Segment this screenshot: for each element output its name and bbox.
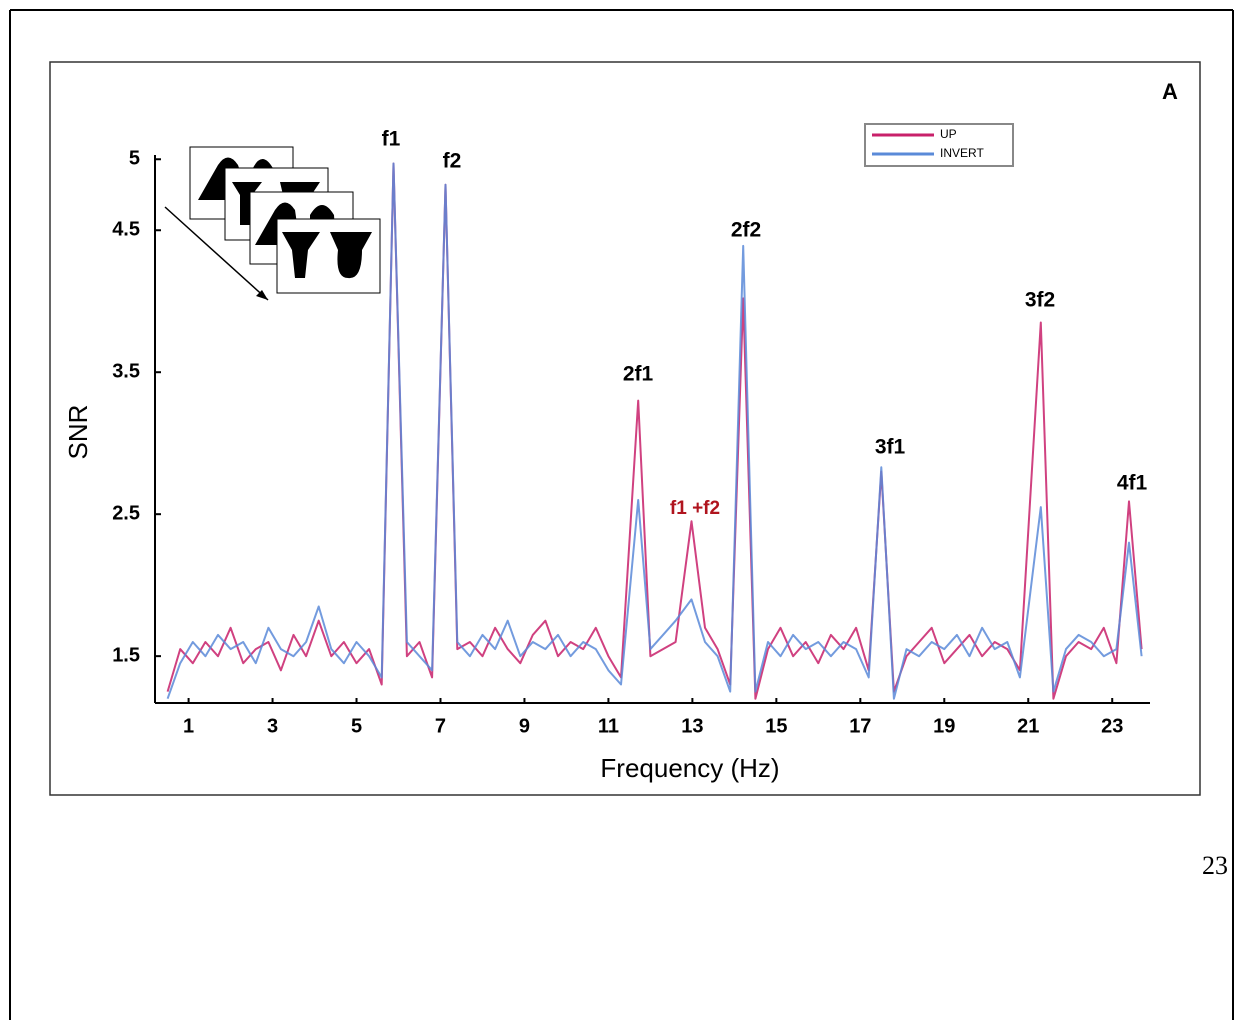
x-tick-label: 19: [933, 715, 955, 737]
peak-label: 4f1: [1117, 472, 1148, 495]
legend: UP INVERT: [864, 123, 1014, 167]
peak-label: 2f2: [731, 219, 761, 242]
figure-frame: [49, 61, 1201, 796]
x-axis-label: Frequency (Hz): [600, 753, 779, 783]
y-axis-label: SNR: [63, 405, 93, 460]
x-tick-label: 9: [519, 715, 530, 737]
x-tick-label: 15: [765, 715, 787, 737]
peak-label: 3f2: [1025, 289, 1055, 312]
legend-label: UP: [940, 127, 957, 141]
peak-label: f1 +f2: [670, 498, 720, 519]
page-number: 23: [1202, 851, 1228, 880]
x-tick-label: 3: [267, 715, 278, 737]
y-tick-label: 4.5: [112, 219, 140, 241]
series-line: [166, 162, 1143, 700]
x-tick-label: 17: [849, 715, 871, 737]
x-tick-label: 5: [351, 715, 362, 737]
x-tick-label: 7: [435, 715, 446, 737]
x-tick-label: 11: [598, 715, 619, 737]
x-tick-label: 13: [681, 715, 703, 737]
x-tick-label: 21: [1017, 715, 1039, 737]
y-tick-label: 2.5: [112, 502, 140, 524]
x-tick-label: 23: [1101, 715, 1123, 737]
peak-label: 3f1: [875, 436, 906, 459]
x-tick-label: 1: [183, 715, 194, 737]
series-line: [166, 162, 1143, 700]
peak-label: 2f1: [623, 363, 654, 386]
stimulus-inset: [164, 146, 381, 301]
y-tick-label: 5: [129, 148, 140, 170]
peak-label: f1: [382, 128, 401, 151]
peak-label: f2: [443, 150, 462, 173]
y-tick-label: 3.5: [112, 360, 140, 382]
panel-label: A: [1162, 79, 1178, 104]
y-tick-label: 1.5: [112, 644, 140, 666]
legend-label: INVERT: [940, 146, 984, 160]
